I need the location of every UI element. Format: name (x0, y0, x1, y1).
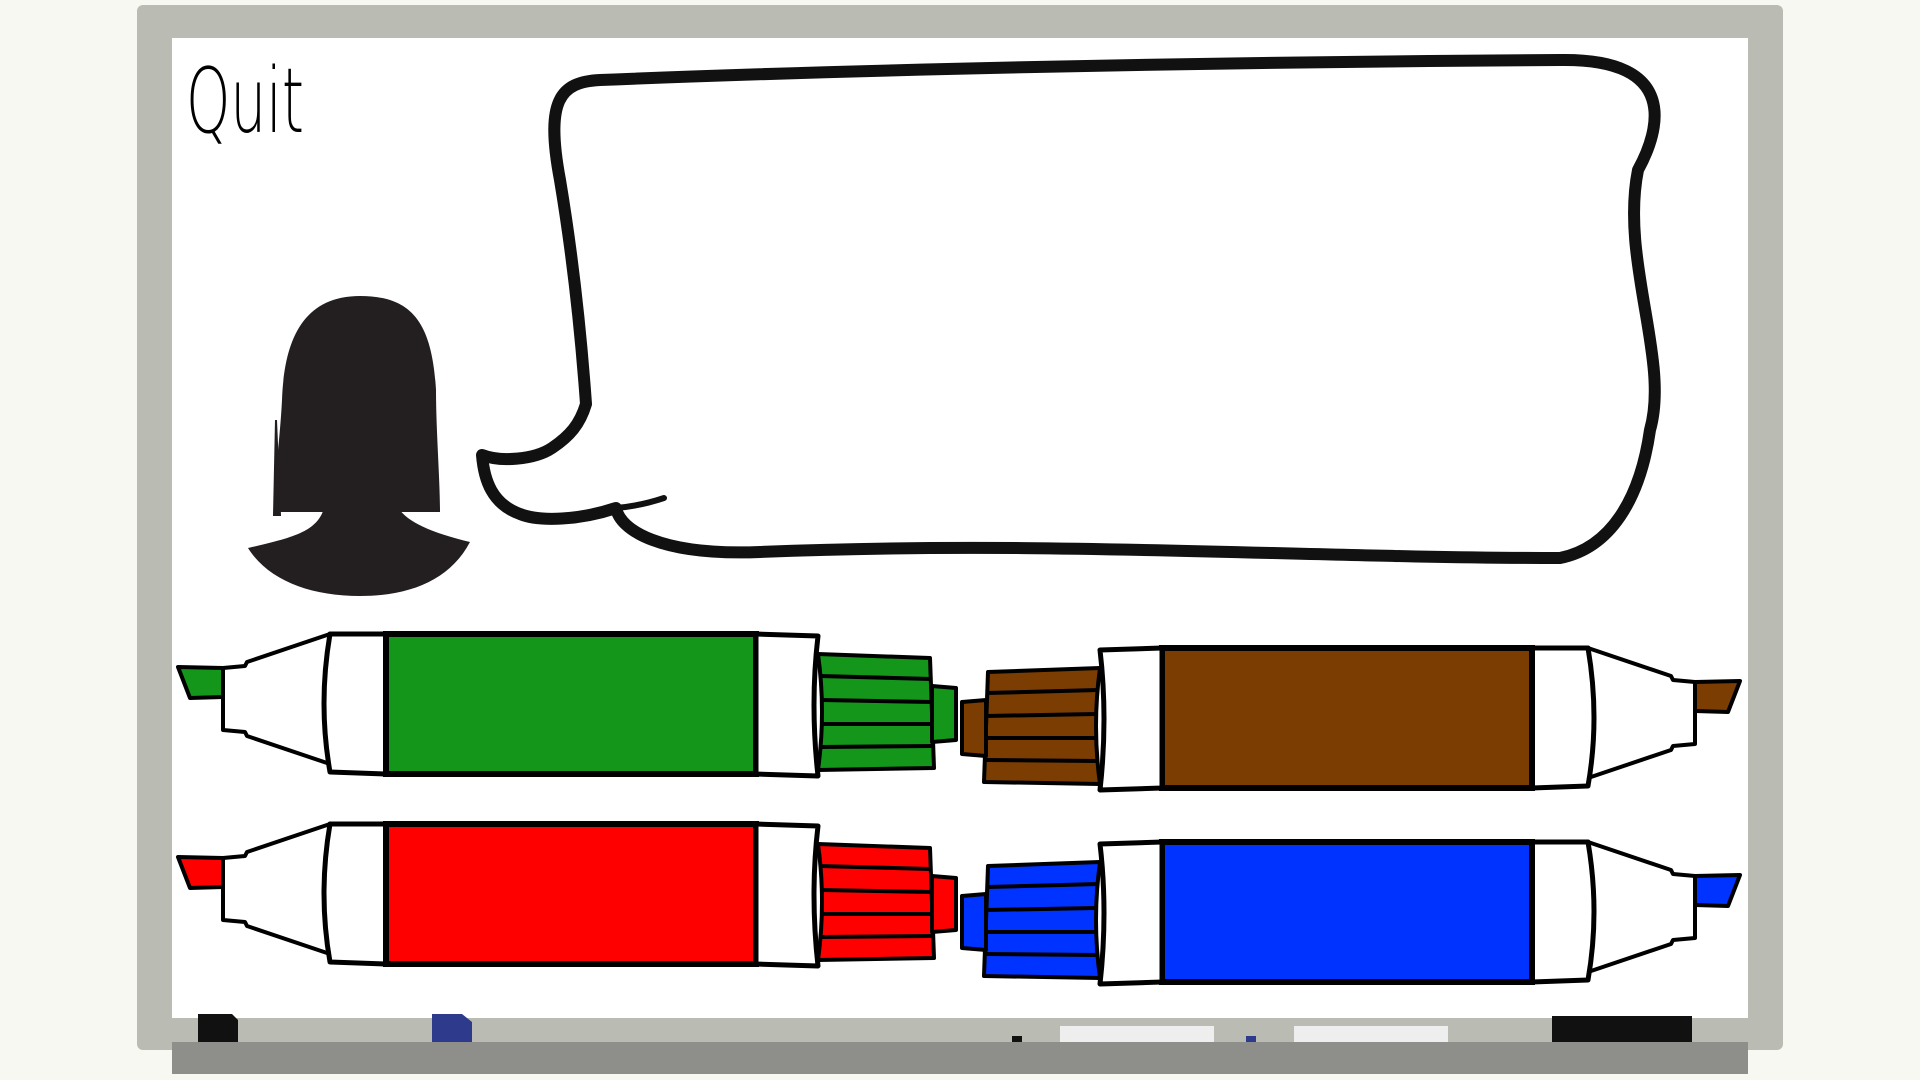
tray-ledge (172, 1042, 1748, 1074)
black-block-icon (1552, 1016, 1692, 1042)
small-black-piece-icon (1012, 1036, 1022, 1042)
navy-eraser-icon (432, 1014, 472, 1042)
black-eraser-icon (198, 1014, 238, 1042)
white-chalk-icon-2 (1294, 1026, 1448, 1042)
avatar (248, 296, 470, 596)
marker-tray (172, 1020, 1748, 1042)
quit-button[interactable]: Quit (180, 44, 320, 154)
quit-label: Quit (186, 49, 304, 154)
small-navy-piece-icon (1246, 1036, 1256, 1042)
speech-bubble (476, 53, 1661, 564)
white-chalk-icon (1060, 1026, 1214, 1042)
